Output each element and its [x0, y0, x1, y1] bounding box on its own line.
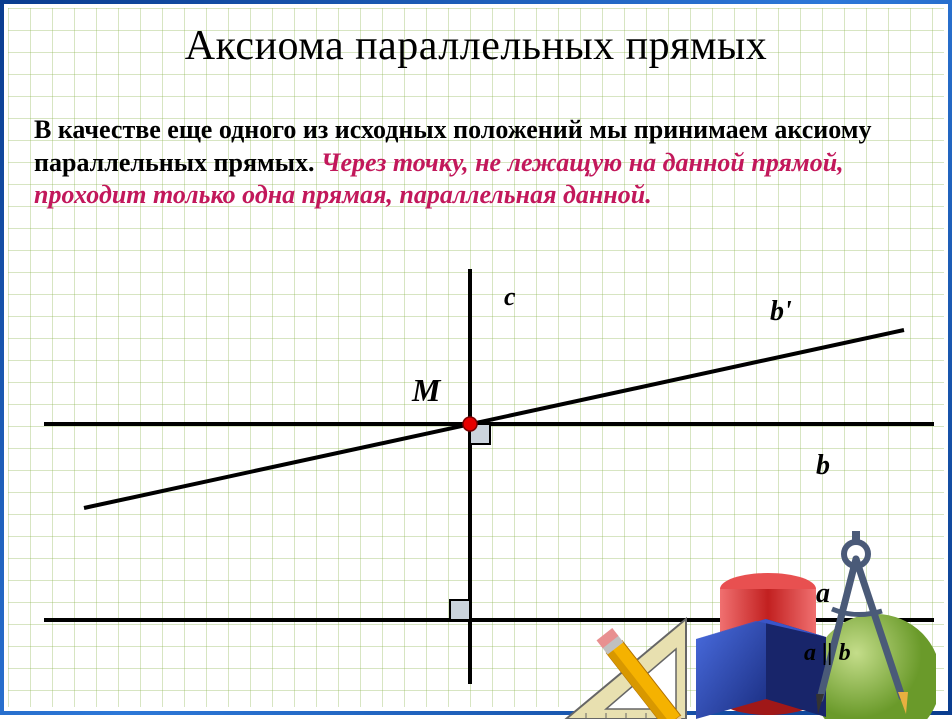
label-c: c [504, 282, 516, 312]
slide-title: Аксиома параллельных прямых [4, 22, 948, 70]
label-a-parallel-b: a || b [804, 640, 851, 667]
body-paragraph: В качестве еще одного из исходных положе… [34, 114, 918, 212]
label-m: M [412, 372, 440, 409]
label-b-prime: b' [770, 296, 792, 328]
diagram: c b' M b a a || b [4, 264, 952, 719]
line-b-prime [84, 330, 904, 508]
right-angle-marker-lower [450, 600, 470, 620]
point-m [463, 417, 477, 431]
label-a: a [816, 578, 830, 610]
label-b: b [816, 450, 830, 482]
slide: Аксиома параллельных прямых В качестве е… [0, 0, 952, 715]
math-props [516, 519, 936, 719]
